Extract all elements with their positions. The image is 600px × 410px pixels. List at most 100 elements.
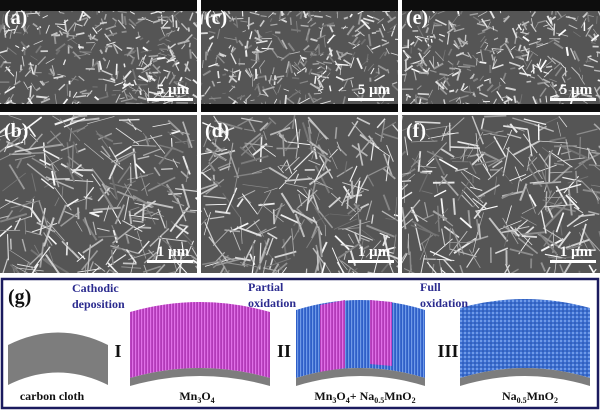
texture — [124, 233, 143, 242]
texture — [201, 182, 220, 190]
texture — [240, 134, 264, 156]
texture — [402, 168, 416, 178]
texture — [213, 115, 231, 142]
texture — [588, 238, 600, 252]
texture — [73, 99, 82, 104]
texture — [519, 183, 528, 201]
texture — [532, 64, 535, 74]
texture — [103, 78, 116, 83]
texture — [167, 119, 184, 136]
texture — [91, 173, 101, 187]
texture — [170, 90, 178, 97]
texture — [158, 18, 169, 22]
texture — [55, 23, 66, 26]
texture — [539, 59, 547, 71]
texture — [245, 68, 252, 78]
texture — [459, 97, 462, 104]
texture — [503, 226, 530, 233]
texture — [144, 136, 150, 147]
texture — [158, 91, 163, 98]
texture — [334, 127, 338, 139]
texture — [336, 261, 345, 273]
texture — [563, 261, 572, 273]
texture — [26, 94, 35, 105]
texture — [60, 211, 81, 227]
texture — [426, 34, 431, 45]
texture — [531, 11, 537, 18]
texture — [366, 53, 369, 62]
texture — [125, 93, 138, 101]
texture — [172, 12, 180, 23]
texture — [426, 261, 437, 273]
texture — [443, 225, 460, 239]
texture — [453, 24, 461, 28]
texture — [26, 163, 50, 182]
texture — [63, 117, 86, 128]
texture — [530, 76, 536, 79]
texture — [452, 12, 461, 23]
texture — [546, 15, 553, 25]
texture — [492, 56, 496, 68]
texture — [328, 196, 341, 208]
texture — [241, 193, 258, 215]
texture — [343, 16, 349, 20]
texture — [526, 153, 531, 171]
texture — [475, 205, 498, 213]
texture — [195, 265, 197, 269]
texture — [216, 54, 225, 64]
texture — [429, 12, 437, 20]
texture — [249, 31, 253, 40]
texture — [442, 258, 456, 273]
texture — [307, 92, 315, 104]
texture — [516, 179, 520, 194]
texture — [514, 31, 518, 44]
texture — [349, 13, 353, 18]
texture — [42, 15, 48, 19]
sem-image — [0, 115, 197, 273]
texture — [479, 92, 488, 98]
texture — [460, 171, 477, 190]
texture — [447, 72, 454, 77]
texture — [148, 55, 159, 58]
texture — [154, 154, 181, 164]
texture — [347, 64, 352, 67]
texture — [66, 198, 79, 207]
texture — [472, 54, 480, 63]
texture — [396, 59, 398, 63]
texture — [184, 76, 192, 82]
texture — [38, 201, 49, 228]
texture — [186, 240, 195, 249]
texture — [474, 159, 496, 166]
texture — [370, 142, 375, 161]
texture — [441, 228, 446, 247]
texture — [489, 48, 498, 53]
texture — [143, 264, 148, 273]
texture — [432, 210, 448, 220]
texture — [37, 56, 47, 66]
texture — [402, 253, 408, 264]
texture — [529, 180, 545, 184]
texture — [317, 144, 328, 162]
texture — [436, 258, 455, 261]
texture — [478, 184, 500, 198]
sem-image — [0, 0, 197, 112]
texture — [517, 44, 522, 52]
texture — [280, 18, 288, 23]
texture — [591, 188, 599, 201]
texture — [458, 39, 469, 45]
texture — [316, 213, 330, 222]
texture — [133, 200, 157, 216]
texture — [428, 89, 433, 98]
texture — [235, 16, 239, 28]
texture — [0, 213, 28, 223]
texture — [402, 172, 411, 175]
texture — [233, 69, 241, 74]
texture — [0, 215, 10, 219]
step-label: Cathodic — [72, 281, 119, 295]
texture — [228, 73, 235, 84]
texture — [208, 30, 216, 34]
texture — [467, 131, 484, 159]
texture — [175, 225, 188, 239]
texture — [413, 38, 419, 47]
texture — [274, 75, 285, 79]
